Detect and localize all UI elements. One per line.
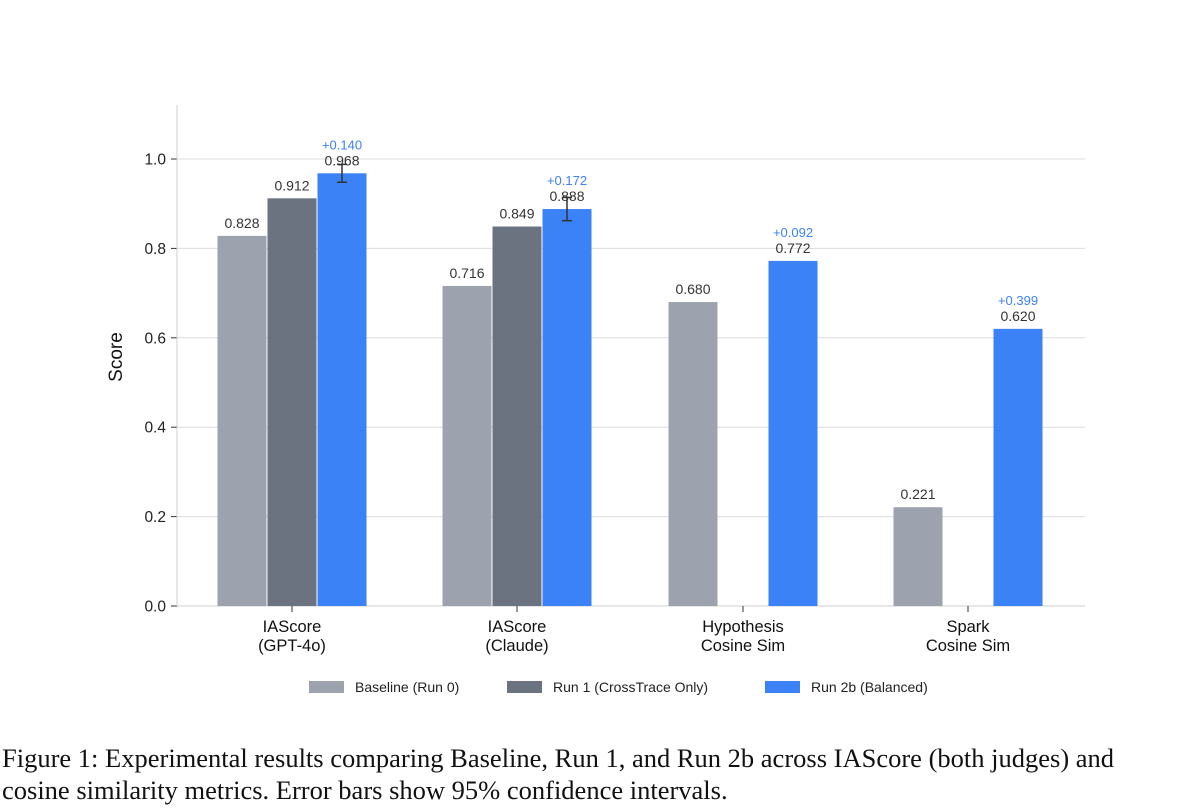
- legend-label: Run 1 (CrossTrace Only): [553, 679, 708, 695]
- y-tick-label: 0.0: [144, 599, 166, 616]
- y-tick-label: 0.4: [144, 420, 166, 437]
- legend-swatch: [309, 681, 344, 693]
- bar: [542, 209, 592, 606]
- x-tick-label: IAScore: [488, 618, 547, 636]
- bar: [442, 285, 492, 606]
- bar-delta-label: +0.092: [773, 225, 813, 240]
- x-tick-label: (GPT-4o): [258, 637, 326, 655]
- bar-delta-label: +0.399: [998, 293, 1038, 308]
- x-tick-label: (Claude): [485, 637, 548, 655]
- legend-label: Baseline (Run 0): [355, 679, 459, 695]
- bar-delta-label: +0.172: [547, 173, 587, 188]
- bar-value-label: 0.716: [449, 265, 484, 281]
- x-tick-label: Cosine Sim: [701, 637, 785, 655]
- bar-value-label: 0.680: [675, 281, 710, 297]
- bar: [668, 302, 718, 606]
- x-tick-label: Cosine Sim: [926, 637, 1010, 655]
- x-tick-label: Spark: [946, 618, 990, 636]
- y-tick-label: 0.8: [144, 241, 166, 258]
- x-tick-label: IAScore: [263, 618, 322, 636]
- bar: [317, 173, 367, 606]
- y-tick-label: 1.0: [144, 152, 166, 169]
- bar-value-label: 0.221: [900, 486, 935, 502]
- legend-swatch: [765, 681, 800, 693]
- bar-chart: 0.0 0.2 0.4 0.6 0.8 1.0 Score 0.828 0.716 0.680 0.…: [106, 105, 1085, 695]
- legend-swatch: [507, 681, 542, 693]
- bar-value-label: 0.828: [224, 215, 259, 231]
- y-tick-label: 0.6: [144, 330, 166, 347]
- bar-value-label: 0.849: [499, 205, 534, 221]
- y-axis-label: Score: [106, 332, 127, 382]
- bar: [993, 328, 1043, 606]
- figure-caption: Figure 1: Experimental results comparing…: [2, 743, 1115, 805]
- x-tick-label: Hypothesis: [702, 618, 784, 636]
- legend-label: Run 2b (Balanced): [811, 679, 928, 695]
- bar-value-label: 0.968: [324, 152, 359, 168]
- bar-value-label: 0.620: [1000, 308, 1035, 324]
- bar: [893, 507, 943, 606]
- bar-delta-label: +0.140: [322, 137, 362, 152]
- bar: [217, 235, 267, 606]
- bar: [768, 260, 818, 606]
- bar: [267, 198, 317, 606]
- bar-value-label: 0.888: [549, 188, 584, 204]
- y-tick-label: 0.2: [144, 509, 166, 526]
- bar-value-label: 0.912: [274, 177, 309, 193]
- bar-value-label: 0.772: [775, 240, 810, 256]
- bar: [492, 226, 542, 606]
